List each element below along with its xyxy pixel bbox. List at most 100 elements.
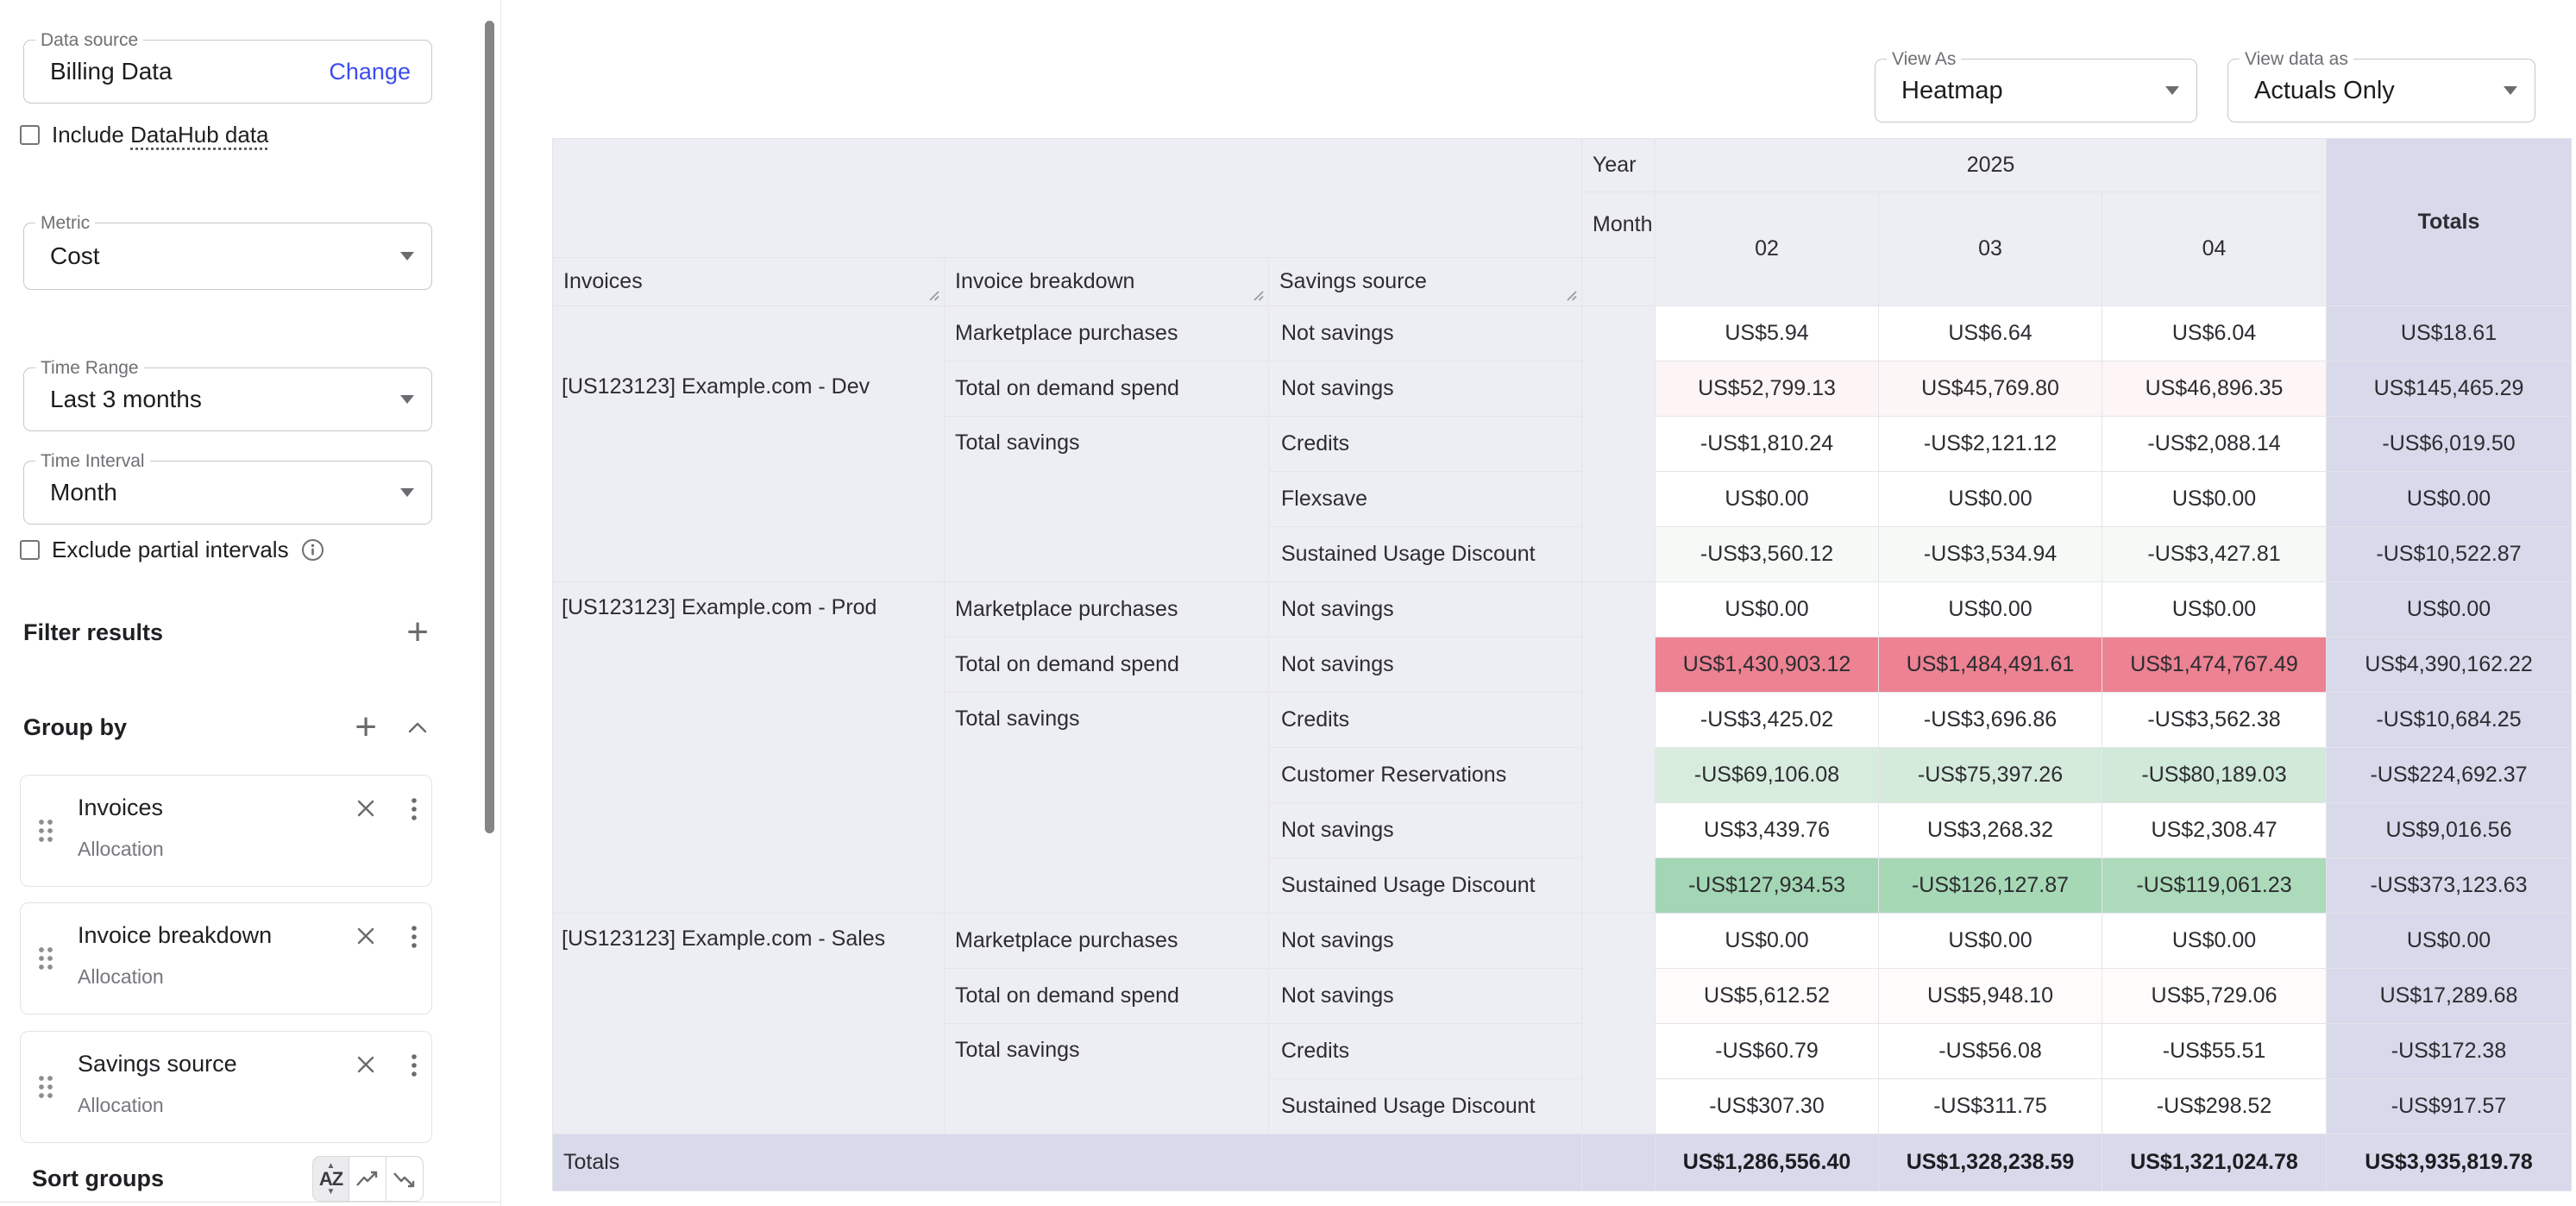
sidebar-scrollbar[interactable]	[485, 21, 494, 833]
heatmap-value-cell: US$45,769.80	[1878, 361, 2103, 417]
column-header-savings-source: Savings source	[1267, 257, 1583, 306]
drag-handle-icon[interactable]	[35, 944, 57, 973]
time-interval-select[interactable]: Time Interval Month	[23, 450, 432, 524]
add-filter-button[interactable]: +	[403, 613, 432, 651]
row-total-cell: -US$10,522.87	[2326, 526, 2573, 582]
row-total-cell: US$0.00	[2326, 913, 2573, 969]
exclude-partial-row: Exclude partial intervals	[20, 537, 324, 563]
kebab-icon	[412, 798, 417, 820]
heatmap-value-cell: -US$3,562.38	[2102, 692, 2328, 748]
invoice-breakdown-label: Total on demand spend	[944, 637, 1269, 693]
time-interval-value: Month	[50, 479, 117, 506]
info-icon[interactable]	[301, 538, 324, 562]
group-card-invoices[interactable]: Invoices Allocation	[20, 775, 432, 887]
chevron-up-icon	[408, 722, 427, 733]
invoice-breakdown-label: Marketplace purchases	[944, 581, 1269, 638]
invoice-group-label: [US123123] Example.com - Sales	[552, 913, 945, 1134]
time-interval-label: Time Interval	[35, 450, 150, 472]
include-datahub-checkbox[interactable]	[20, 125, 40, 145]
sort-ascending-button[interactable]	[349, 1156, 386, 1202]
metric-label: Metric	[35, 212, 96, 234]
column-resize-handle[interactable]	[926, 287, 939, 301]
view-data-as-value: Actuals Only	[2254, 76, 2395, 104]
view-as-select[interactable]: View As Heatmap	[1875, 48, 2197, 122]
view-data-as-select[interactable]: View data as Actuals Only	[2227, 48, 2535, 122]
column-header-invoices: Invoices	[552, 257, 945, 306]
column-resize-handle[interactable]	[1250, 287, 1264, 301]
invoice-breakdown-label: Marketplace purchases	[944, 305, 1269, 361]
time-range-select[interactable]: Time Range Last 3 months	[23, 357, 432, 431]
month-header-02: 02	[1655, 192, 1880, 306]
row-total-cell: US$0.00	[2326, 581, 2573, 638]
heatmap-value-cell: -US$55.51	[2102, 1023, 2328, 1079]
sort-descending-button[interactable]	[386, 1156, 424, 1202]
spacer-cell	[1581, 913, 1656, 1134]
row-total-cell: US$0.00	[2326, 471, 2573, 527]
view-data-as-label: View data as	[2240, 48, 2353, 70]
remove-group-button[interactable]	[354, 924, 378, 948]
invoice-breakdown-label: Marketplace purchases	[944, 913, 1269, 969]
heatmap-value-cell: -US$307.30	[1655, 1078, 1880, 1134]
filter-results-title: Filter results	[23, 619, 164, 645]
sort-groups-title: Sort groups	[32, 1165, 164, 1191]
heatmap-value-cell: US$0.00	[1878, 913, 2103, 969]
row-total-cell: -US$172.38	[2326, 1023, 2573, 1079]
row-total-cell: US$18.61	[2326, 305, 2573, 361]
savings-source-label: Not savings	[1267, 305, 1583, 361]
group-card-savings-source[interactable]: Savings source Allocation	[20, 1031, 432, 1143]
heatmap-value-cell: US$0.00	[2102, 471, 2328, 527]
heatmap-value-cell: US$2,308.47	[2102, 802, 2328, 858]
header-blank-cell	[551, 138, 1583, 258]
include-datahub-label: Include DataHub data	[52, 122, 269, 148]
data-source-field: Data source Billing Data Change	[23, 29, 432, 104]
heatmap-value-cell: US$0.00	[1878, 471, 2103, 527]
heatmap-value-cell: US$1,430,903.12	[1655, 637, 1880, 693]
chevron-down-icon	[2165, 86, 2179, 95]
column-header-invoice-breakdown: Invoice breakdown	[944, 257, 1269, 306]
savings-source-label: Not savings	[1267, 968, 1583, 1024]
close-icon	[357, 927, 374, 945]
add-group-button[interactable]: +	[351, 708, 380, 746]
group-card-invoice-breakdown[interactable]: Invoice breakdown Allocation	[20, 902, 432, 1014]
spacer-cell	[1581, 581, 1656, 914]
drag-handle-icon[interactable]	[35, 816, 57, 845]
change-data-source-button[interactable]: Change	[329, 58, 411, 85]
row-total-cell: US$4,390,162.22	[2326, 637, 2573, 693]
heatmap-value-cell: US$0.00	[2102, 913, 2328, 969]
data-source-label: Data source	[35, 29, 144, 51]
invoice-breakdown-label: Total on demand spend	[944, 968, 1269, 1024]
sort-alphabetical-button[interactable]: ▲ AZ ▼	[312, 1156, 349, 1202]
invoice-breakdown-label: Total on demand spend	[944, 361, 1269, 417]
heatmap-value-cell: US$3,268.32	[1878, 802, 2103, 858]
heatmap-value-cell: US$1,474,767.49	[2102, 637, 2328, 693]
remove-group-button[interactable]	[354, 1052, 378, 1077]
heatmap-value-cell: -US$56.08	[1878, 1023, 2103, 1079]
row-total-cell: US$9,016.56	[2326, 802, 2573, 858]
year-value-cell: 2025	[1655, 138, 2328, 192]
chevron-down-icon	[400, 252, 414, 261]
savings-source-label: Not savings	[1267, 637, 1583, 693]
row-total-cell: -US$224,692.37	[2326, 747, 2573, 803]
savings-source-label: Not savings	[1267, 361, 1583, 417]
remove-group-button[interactable]	[354, 796, 378, 820]
column-resize-handle[interactable]	[1563, 287, 1577, 301]
datahub-tooltip-link[interactable]: DataHub data	[130, 122, 269, 148]
group-menu-button[interactable]	[411, 924, 418, 950]
filter-results-section: Filter results +	[23, 609, 432, 656]
group-menu-button[interactable]	[411, 1052, 418, 1078]
heatmap-value-cell: US$0.00	[1655, 581, 1880, 638]
group-title: Invoices	[78, 795, 164, 820]
exclude-partial-checkbox[interactable]	[20, 540, 40, 560]
collapse-groups-button[interactable]	[403, 716, 432, 738]
drag-handle-icon[interactable]	[35, 1072, 57, 1102]
invoice-breakdown-label: Total savings	[944, 692, 1269, 914]
heatmap-value-cell: -US$80,189.03	[2102, 747, 2328, 803]
chevron-down-icon	[400, 488, 414, 497]
heatmap-value-cell: US$5.94	[1655, 305, 1880, 361]
grand-total-cell: US$3,935,819.78	[2326, 1134, 2573, 1191]
metric-select[interactable]: Metric Cost	[23, 212, 432, 290]
group-title: Savings source	[78, 1051, 237, 1077]
group-menu-button[interactable]	[411, 796, 418, 822]
row-total-cell: US$17,289.68	[2326, 968, 2573, 1024]
